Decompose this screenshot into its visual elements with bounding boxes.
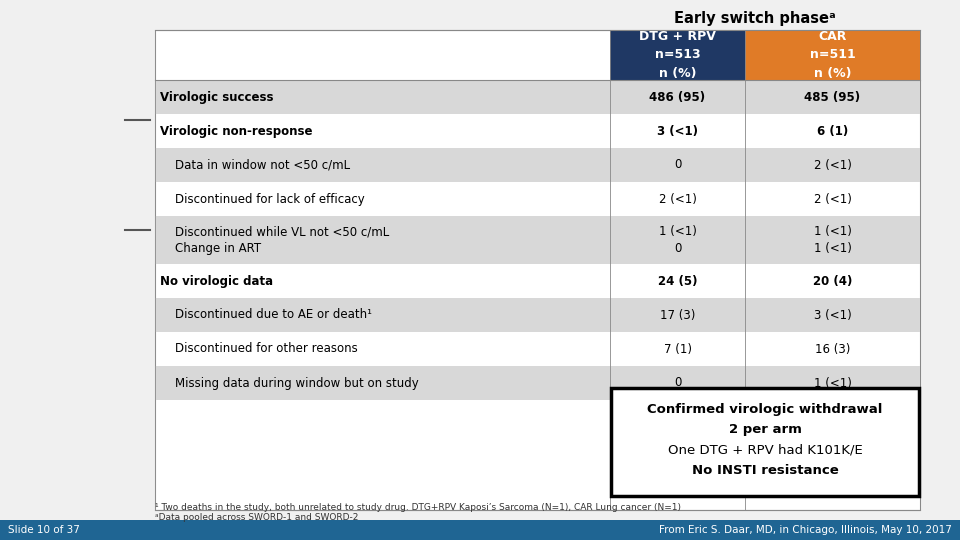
FancyBboxPatch shape: [155, 30, 920, 510]
Text: 2 per arm: 2 per arm: [729, 423, 802, 436]
FancyBboxPatch shape: [0, 520, 960, 540]
Text: Change in ART: Change in ART: [175, 242, 261, 255]
FancyBboxPatch shape: [155, 366, 920, 400]
Text: No INSTI resistance: No INSTI resistance: [691, 463, 838, 476]
Text: 24 (5): 24 (5): [658, 274, 697, 287]
Text: 485 (95): 485 (95): [804, 91, 860, 104]
Text: 1 (<1): 1 (<1): [813, 225, 852, 238]
FancyBboxPatch shape: [155, 216, 920, 264]
Text: Confirmed virologic withdrawal: Confirmed virologic withdrawal: [647, 403, 882, 416]
Text: One DTG + RPV had K101K/E: One DTG + RPV had K101K/E: [667, 443, 862, 456]
FancyBboxPatch shape: [155, 298, 920, 332]
Text: 486 (95): 486 (95): [649, 91, 706, 104]
Text: Discontinued for lack of efficacy: Discontinued for lack of efficacy: [175, 192, 365, 206]
Text: 3 (<1): 3 (<1): [814, 308, 852, 321]
FancyBboxPatch shape: [745, 30, 920, 80]
Text: Virologic success: Virologic success: [160, 91, 274, 104]
Text: 16 (3): 16 (3): [815, 342, 851, 355]
Text: 0: 0: [674, 376, 682, 389]
FancyBboxPatch shape: [155, 148, 920, 182]
FancyBboxPatch shape: [611, 388, 919, 496]
Text: 6 (1): 6 (1): [817, 125, 848, 138]
Text: No virologic data: No virologic data: [160, 274, 274, 287]
Text: 1 (<1): 1 (<1): [659, 225, 696, 238]
FancyBboxPatch shape: [155, 80, 920, 114]
Text: Virologic non-response: Virologic non-response: [160, 125, 313, 138]
Text: 3 (<1): 3 (<1): [657, 125, 698, 138]
Text: Discontinued while VL not <50 c/mL: Discontinued while VL not <50 c/mL: [175, 225, 389, 238]
Text: 2 (<1): 2 (<1): [813, 192, 852, 206]
Text: Early switch phaseᵃ: Early switch phaseᵃ: [674, 10, 836, 25]
Text: Data in window not <50 c/mL: Data in window not <50 c/mL: [175, 159, 350, 172]
Text: 0: 0: [674, 159, 682, 172]
Text: DTG + RPV
n=513
n (%): DTG + RPV n=513 n (%): [639, 30, 716, 79]
FancyBboxPatch shape: [610, 30, 745, 80]
Text: Missing data during window but on study: Missing data during window but on study: [175, 376, 419, 389]
Text: 1 (<1): 1 (<1): [813, 242, 852, 255]
Text: Discontinued for other reasons: Discontinued for other reasons: [175, 342, 358, 355]
Text: 7 (1): 7 (1): [663, 342, 691, 355]
Text: Slide 10 of 37: Slide 10 of 37: [8, 525, 80, 535]
Text: ¹ Two deaths in the study, both unrelated to study drug. DTG+RPV Kaposi’s Sarcom: ¹ Two deaths in the study, both unrelate…: [155, 503, 681, 512]
Text: 17 (3): 17 (3): [660, 308, 695, 321]
Text: 0: 0: [674, 242, 682, 255]
Text: CAR
n=511
n (%): CAR n=511 n (%): [809, 30, 855, 79]
Text: 2 (<1): 2 (<1): [813, 159, 852, 172]
Text: 1 (<1): 1 (<1): [813, 376, 852, 389]
Text: 2 (<1): 2 (<1): [659, 192, 696, 206]
Text: From Eric S. Daar, MD, in Chicago, Illinois, May 10, 2017: From Eric S. Daar, MD, in Chicago, Illin…: [660, 525, 952, 535]
Text: Discontinued due to AE or death¹: Discontinued due to AE or death¹: [175, 308, 372, 321]
Text: ᵃData pooled across SWORD-1 and SWORD-2: ᵃData pooled across SWORD-1 and SWORD-2: [155, 513, 358, 522]
Text: 20 (4): 20 (4): [813, 274, 852, 287]
